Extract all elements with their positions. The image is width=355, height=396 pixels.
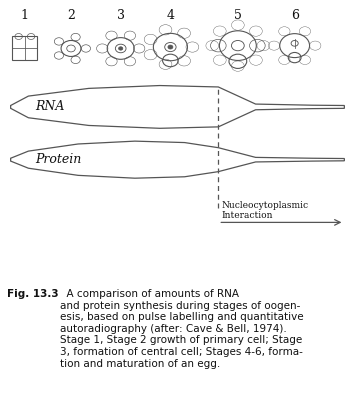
Text: 5: 5 xyxy=(234,9,242,21)
Text: Protein: Protein xyxy=(36,153,82,166)
Text: 4: 4 xyxy=(166,9,174,21)
Bar xyxy=(12,36,37,61)
Text: Fig. 13.3: Fig. 13.3 xyxy=(7,289,59,299)
Text: Nucleocytoplasmic
Interaction: Nucleocytoplasmic Interaction xyxy=(222,201,309,221)
Text: A comparison of amounts of RNA
and protein synthesis during stages of oogen-
esi: A comparison of amounts of RNA and prote… xyxy=(60,289,304,369)
Text: RNA: RNA xyxy=(36,101,65,113)
Text: 6: 6 xyxy=(291,9,299,21)
Circle shape xyxy=(168,45,173,49)
Polygon shape xyxy=(11,86,344,128)
Text: 3: 3 xyxy=(117,9,125,21)
Polygon shape xyxy=(11,141,344,178)
Circle shape xyxy=(119,47,123,50)
Text: 1: 1 xyxy=(21,9,29,21)
Text: 2: 2 xyxy=(67,9,75,21)
